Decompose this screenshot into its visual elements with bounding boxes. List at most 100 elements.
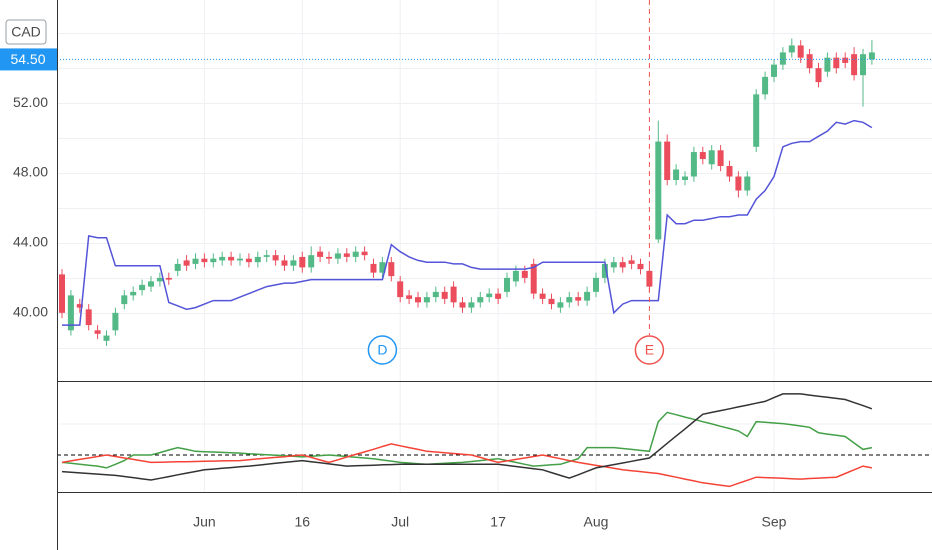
candle-body [67, 295, 74, 331]
candle-body [343, 253, 350, 257]
candle-body [673, 169, 680, 181]
candle-body [646, 270, 653, 287]
candle-body [432, 291, 439, 298]
candle-body [112, 312, 119, 331]
event-label: D [377, 342, 387, 358]
candle-body [228, 256, 235, 261]
candle-body [59, 274, 65, 313]
candle-body [423, 297, 430, 303]
candle-body [210, 258, 217, 263]
candle-body [361, 251, 368, 256]
candle-body [717, 150, 724, 167]
candle-body [815, 68, 822, 83]
candle-body [575, 297, 582, 301]
candle-body [326, 256, 332, 259]
candle-body [708, 150, 715, 165]
candle-body [263, 255, 270, 257]
candle-body [468, 302, 475, 308]
candle-body [797, 45, 804, 58]
indicator-pane [57, 393, 932, 488]
candle-body [139, 284, 146, 291]
candle-body [272, 255, 279, 261]
candle-body [806, 54, 813, 69]
overlay-line [62, 119, 873, 326]
candle-body [833, 57, 840, 69]
candle-body [868, 52, 875, 60]
candle-body [237, 258, 243, 261]
candle-body [388, 262, 395, 277]
candle-body [352, 251, 359, 257]
indicator-line [61, 411, 873, 469]
candle-body [441, 291, 448, 299]
candle-body [860, 54, 866, 76]
candle-body [512, 270, 519, 282]
event-label: E [645, 342, 654, 358]
y-tick-label: 52.00 [13, 94, 48, 110]
candle-body [85, 309, 92, 326]
candle-body [156, 277, 163, 282]
x-tick-label: Sep [762, 514, 787, 530]
candle-body [317, 251, 324, 257]
candle-body [762, 76, 769, 95]
candle-body [557, 302, 564, 308]
y-tick-label: 44.00 [13, 234, 48, 250]
y-tick-label: 40.00 [13, 304, 48, 320]
x-tick-label: 17 [490, 514, 506, 530]
candle-body [771, 64, 777, 77]
candle-body [521, 270, 528, 278]
candle-body [779, 52, 786, 65]
candle-body [219, 256, 226, 261]
last-price-label: 54.50 [10, 51, 45, 67]
event-marker [367, 335, 398, 365]
indicator-line [61, 443, 873, 488]
candle-body [788, 45, 795, 53]
candle-body [450, 286, 457, 303]
candle-body [121, 295, 128, 305]
x-tick-label: Aug [584, 514, 609, 530]
candle-body [477, 297, 484, 303]
candle-body [281, 260, 288, 266]
x-tick-label: Jul [391, 514, 409, 530]
candle-body [682, 176, 688, 181]
candle-body [308, 255, 315, 268]
x-tick-label: Jun [193, 514, 216, 530]
candle-body [130, 291, 137, 296]
currency-box [5, 19, 47, 45]
last-price-box [0, 48, 57, 71]
event-marker [634, 335, 665, 365]
candle-body [299, 256, 306, 268]
candle-body [397, 281, 404, 298]
candle-body [744, 176, 751, 191]
x-tick-label: 16 [295, 514, 311, 530]
candle-body [851, 54, 858, 76]
candle-body [495, 293, 502, 299]
candle-body [824, 57, 831, 72]
candle-body [254, 256, 261, 263]
candle-body [174, 263, 181, 271]
indicator-line [61, 393, 873, 481]
candle-body [201, 258, 208, 263]
candle-body [486, 293, 493, 298]
candle-body [370, 263, 377, 273]
currency-label: CAD [11, 24, 41, 40]
candle-body [76, 304, 83, 308]
candle-body [690, 152, 697, 177]
y-tick-label: 48.00 [13, 164, 48, 180]
candle-body [655, 141, 662, 240]
candle-body [415, 297, 421, 303]
candle-body [334, 253, 341, 259]
candle-body [504, 277, 510, 292]
candle-body [548, 298, 555, 305]
candle-body [103, 335, 110, 341]
candle-body [610, 262, 617, 268]
candle-body [290, 260, 297, 266]
candle-body [148, 281, 154, 287]
candle-body [379, 262, 386, 273]
candle-body [183, 260, 190, 266]
candle-body [539, 293, 546, 299]
candle-body [637, 263, 644, 270]
candle-body [664, 141, 671, 181]
